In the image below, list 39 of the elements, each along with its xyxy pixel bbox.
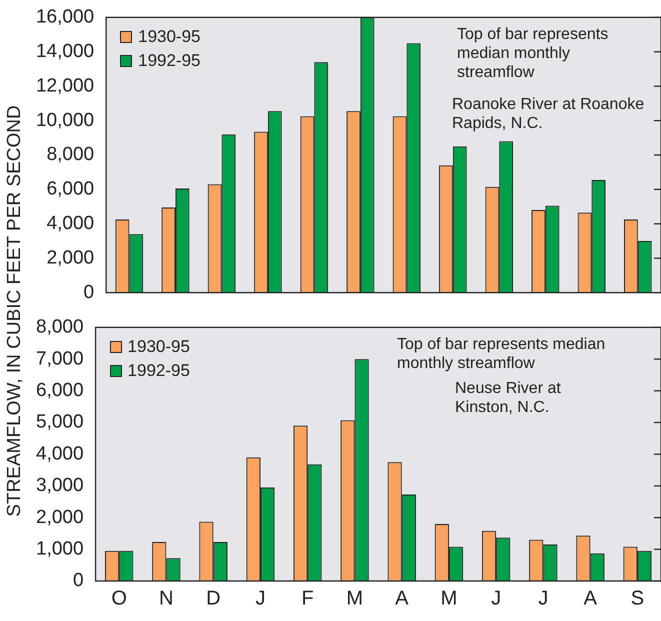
annotation: Neuse River at Kinston, N.C.: [455, 379, 562, 418]
y-axis-title: STREAMFLOW, IN CUBIC FEET PER SECOND: [4, 104, 26, 516]
y-tick-label: 10,000: [36, 110, 94, 131]
y-tick-label: 8,000: [36, 316, 84, 338]
y-tick-label: 12,000: [36, 75, 94, 96]
y-tick-label: 2,000: [36, 506, 84, 528]
annotation: Top of bar represents median monthly streamflow: [397, 335, 606, 374]
x-tick-label: A: [395, 588, 410, 610]
y-tick-label: 7,000: [36, 348, 84, 370]
x-tick-label: J: [255, 588, 266, 610]
annotation: Roanoke River at Roanoke Rapids, N.C.: [452, 95, 646, 134]
y-tick-label: 6,000: [46, 178, 94, 200]
y-tick-label: 0: [84, 282, 94, 303]
x-tick-label: O: [111, 588, 127, 610]
y-tick-label: 6,000: [36, 380, 84, 402]
y-tick-label: 1,000: [36, 538, 84, 560]
x-tick-label: J: [491, 588, 502, 610]
legend-label: 1992-95: [128, 360, 190, 382]
annotation: Top of bar represents median monthly streamflow: [457, 25, 610, 82]
x-tick-label: J: [538, 588, 548, 610]
y-tick-label: 5,000: [36, 412, 84, 433]
x-tick-label: A: [584, 588, 598, 610]
x-tick-label: D: [206, 588, 221, 610]
x-tick-label: N: [159, 588, 174, 610]
y-tick-label: 8,000: [46, 144, 94, 166]
x-tick-label: M: [440, 588, 458, 610]
y-tick-label: 4,000: [46, 213, 94, 234]
legend-label: 1992-95: [138, 50, 200, 72]
y-tick-label: 2,000: [46, 247, 94, 268]
x-tick-label: M: [346, 588, 364, 610]
legend-label: 1930-95: [138, 26, 200, 48]
y-tick-label: 4,000: [36, 443, 84, 464]
y-tick-label: 3,000: [36, 475, 84, 496]
y-tick-label: 0: [72, 570, 84, 592]
y-tick-label: 16,000: [36, 6, 94, 28]
x-tick-label: F: [301, 588, 314, 610]
y-tick-label: 14,000: [36, 41, 94, 62]
legend-label: 1930-95: [128, 336, 190, 358]
x-tick-label: S: [630, 588, 644, 610]
